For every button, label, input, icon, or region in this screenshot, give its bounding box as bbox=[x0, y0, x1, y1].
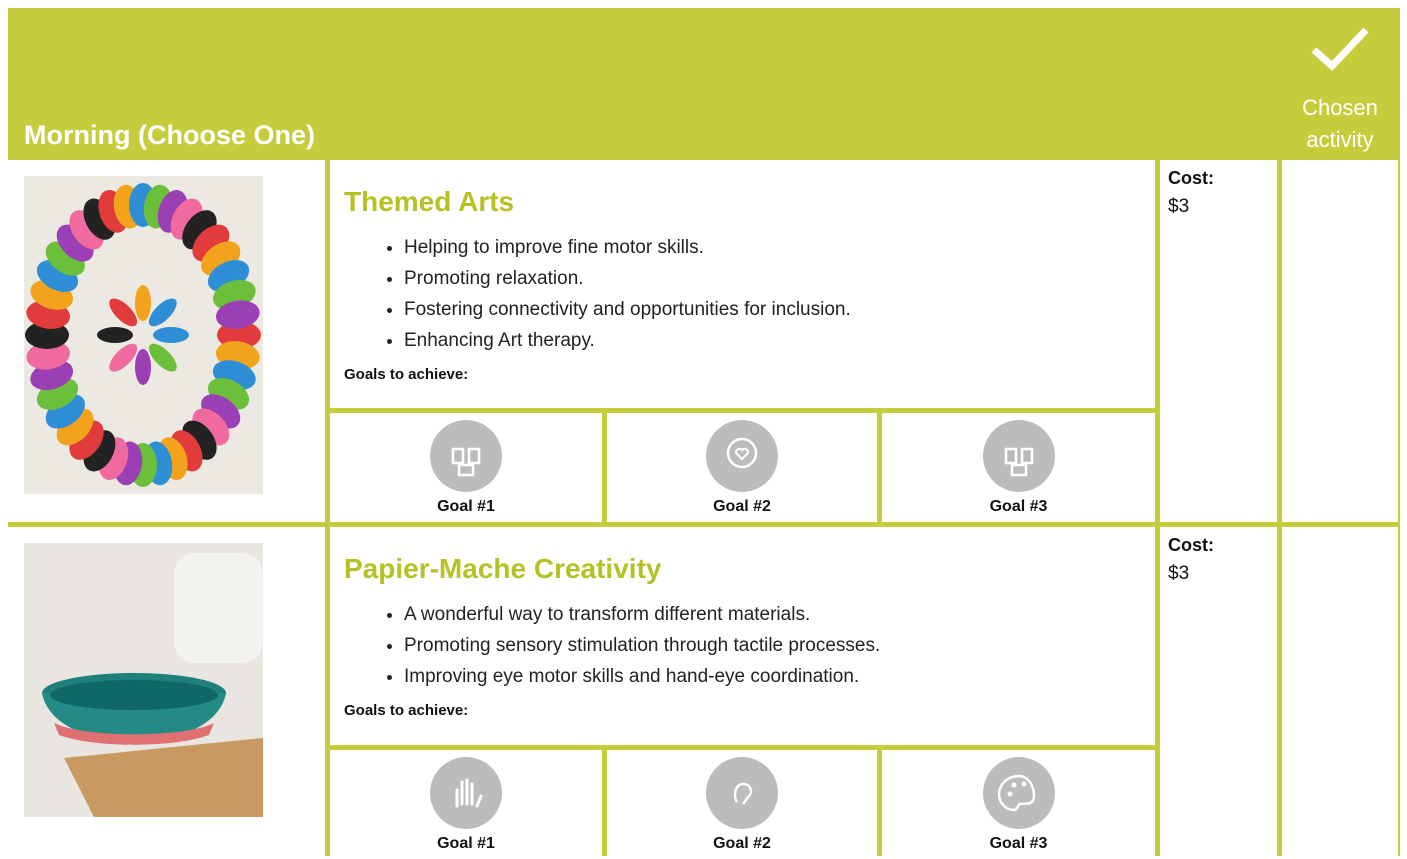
check-icon bbox=[1311, 27, 1369, 71]
choice-cell bbox=[1282, 160, 1398, 522]
activity-title: Themed Arts bbox=[344, 186, 515, 217]
goal-label: Goal #1 bbox=[437, 835, 495, 852]
goal-icon bbox=[706, 420, 778, 492]
goals-label: Goals to achieve: bbox=[344, 702, 469, 719]
cost-cell: Cost: $3 bbox=[1160, 160, 1277, 522]
choice-cell bbox=[1282, 527, 1398, 859]
activity-title: Papier-Mache Creativity bbox=[344, 553, 662, 584]
description-cell: Papier-Mache Creativity A wonderful way t… bbox=[330, 527, 1155, 745]
image-cell bbox=[8, 527, 325, 859]
benefit: Promoting relaxation. bbox=[404, 263, 851, 294]
activity-table: Morning (Choose One) Chosen activity The… bbox=[8, 8, 1400, 859]
goal-icon bbox=[982, 757, 1055, 829]
cost-cell: Cost: $3 bbox=[1160, 527, 1277, 859]
benefit: Enhancing Art therapy. bbox=[404, 325, 851, 356]
benefit: A wonderful way to transform different m… bbox=[404, 599, 880, 630]
activity-image bbox=[24, 543, 263, 817]
section-title: Morning (Choose One) bbox=[24, 120, 315, 150]
activity-image bbox=[24, 176, 263, 494]
goal-label: Goal #1 bbox=[437, 498, 495, 515]
cost-label: Cost: bbox=[1168, 168, 1214, 188]
benefit: Fostering connectivity and opportunities… bbox=[404, 294, 851, 325]
goal-label: Goal #3 bbox=[989, 498, 1048, 515]
benefit-list: A wonderful way to transform different m… bbox=[344, 599, 880, 692]
goals-label: Goals to achieve: bbox=[344, 366, 469, 383]
goal-label: Goal #3 bbox=[989, 835, 1048, 852]
goal-icon bbox=[706, 757, 778, 829]
chosen-header: Chosen activity bbox=[1302, 95, 1378, 152]
goal-label: Goal #2 bbox=[713, 498, 771, 515]
goal-cell: Goal #2 bbox=[607, 413, 877, 522]
goal-label: Goal #2 bbox=[713, 835, 771, 852]
benefit: Improving eye motor skills and hand-eye … bbox=[404, 661, 880, 692]
cost-value: $3 bbox=[1168, 563, 1190, 584]
goal-icon bbox=[982, 420, 1055, 492]
benefit: Helping to improve fine motor skills. bbox=[404, 232, 851, 263]
benefit-list: Helping to improve fine motor skills.Pro… bbox=[344, 232, 851, 356]
goal-icon bbox=[430, 420, 502, 492]
image-cell bbox=[8, 160, 325, 522]
goal-cell: Goal #3 bbox=[882, 413, 1155, 522]
goal-cell: Goal #1 bbox=[330, 413, 602, 522]
goal-icon bbox=[430, 757, 502, 829]
cost-label: Cost: bbox=[1168, 535, 1214, 555]
goal-cell: Goal #3 bbox=[882, 750, 1155, 859]
goal-cell: Goal #2 bbox=[607, 750, 877, 859]
description-cell: Themed Arts Helping to improve fine motor… bbox=[330, 160, 1155, 408]
cost-value: $3 bbox=[1168, 196, 1190, 217]
benefit: Promoting sensory stimulation through ta… bbox=[404, 630, 880, 661]
goal-cell: Goal #1 bbox=[330, 750, 602, 859]
